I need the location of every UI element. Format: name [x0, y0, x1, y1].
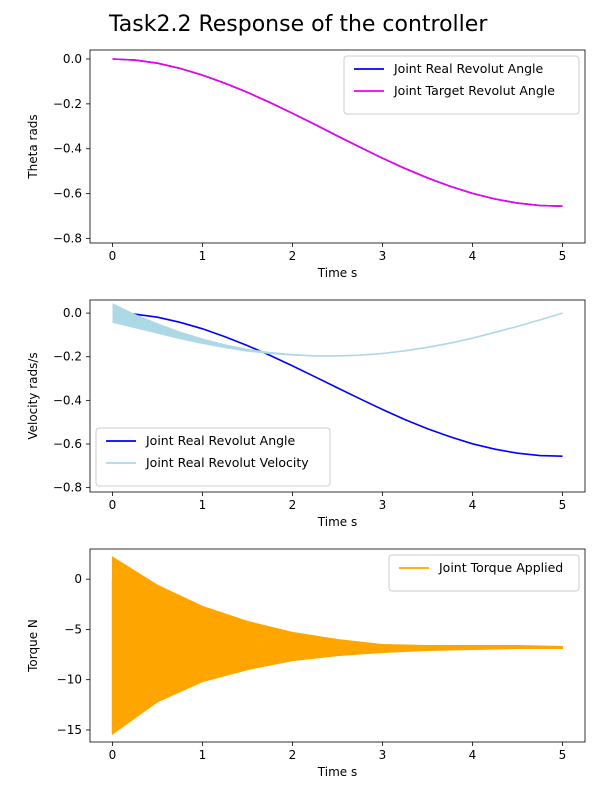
chart-panel-3: 0 1 2 3 4 5 0 −5 −10 −15 Time s Torque N Joint Torqu… [26, 548, 586, 779]
x-tick-label: 2 [289, 748, 297, 762]
x-tick-label: 5 [559, 748, 567, 762]
chart-panel-2: 0 1 2 3 4 5 0.0 −0.2 −0.4 −0.6 −0.8 Time s Velocity … [26, 299, 586, 529]
y-tick-label: −5 [64, 622, 82, 636]
x-tick-label: 0 [109, 498, 117, 512]
series-band-velocity [112, 303, 563, 357]
y-tick-label: −0.6 [53, 437, 82, 451]
x-tick-label: 1 [199, 748, 207, 762]
x-tick-label: 4 [469, 748, 477, 762]
x-tick-label: 2 [289, 498, 297, 512]
x-tick-label: 0 [109, 249, 117, 263]
x-axis-label: Time s [317, 765, 357, 779]
x-tick-label: 3 [379, 498, 387, 512]
legend-box [388, 554, 580, 592]
x-tick-label: 4 [469, 249, 477, 263]
y-tick-label: −0.6 [53, 187, 82, 201]
series-line-2 [112, 58, 563, 207]
x-tick-label: 1 [199, 498, 207, 512]
x-tick-label: 5 [559, 249, 567, 263]
y-tick-label: −0.8 [53, 481, 82, 495]
plot-frame [89, 49, 586, 244]
y-axis-label: Velocity rads/s [26, 352, 40, 439]
x-tick-label: 0 [109, 748, 117, 762]
series-band-torque [112, 556, 563, 735]
y-tick-label: 0.0 [63, 52, 82, 66]
figure-title: Task2.2 Response of the controller [109, 12, 488, 37]
x-tick-label: 5 [559, 498, 567, 512]
y-tick-label: −0.2 [53, 97, 82, 111]
plot-frame [89, 299, 586, 493]
chart-panel-1: 0 1 2 3 4 5 0.0 −0.2 −0.4 −0.6 −0.8 Time s Theta rad… [26, 49, 586, 280]
x-tick-label: 2 [289, 249, 297, 263]
y-tick-label: −0.2 [53, 350, 82, 364]
x-tick-label: 3 [379, 748, 387, 762]
y-tick-label: −15 [57, 723, 82, 737]
x-tick-label: 1 [199, 249, 207, 263]
series-line-1 [112, 312, 563, 457]
legend: Joint Real Revolut Angle Joint Target Rev… [343, 55, 580, 115]
legend-entry: Joint Torque Applied [438, 560, 563, 575]
legend-entry: Joint Real Revolut Velocity [145, 455, 309, 470]
plot-frame [89, 548, 586, 743]
y-tick-label: 0 [74, 572, 82, 586]
legend-entry: Joint Target Revolut Angle [393, 83, 555, 98]
y-axis-label: Torque N [26, 619, 40, 673]
legend-entry: Joint Real Revolut Angle [393, 61, 544, 76]
x-tick-label: 4 [469, 498, 477, 512]
series-line-2 [112, 312, 563, 357]
legend-box [343, 55, 580, 115]
x-axis-label: Time s [317, 515, 357, 529]
y-tick-label: −0.8 [53, 232, 82, 246]
legend: Joint Real Revolut Angle Joint Real Revol… [95, 427, 331, 487]
x-tick-label: 3 [379, 249, 387, 263]
y-tick-label: −0.4 [53, 393, 82, 407]
legend-box [95, 427, 331, 487]
y-tick-label: −0.4 [53, 142, 82, 156]
y-tick-label: −10 [57, 673, 82, 687]
y-axis-label: Theta rads [26, 114, 40, 179]
y-tick-label: 0.0 [63, 306, 82, 320]
legend: Joint Torque Applied [388, 554, 580, 592]
legend-entry: Joint Real Revolut Angle [145, 433, 296, 448]
x-axis-label: Time s [317, 266, 357, 280]
